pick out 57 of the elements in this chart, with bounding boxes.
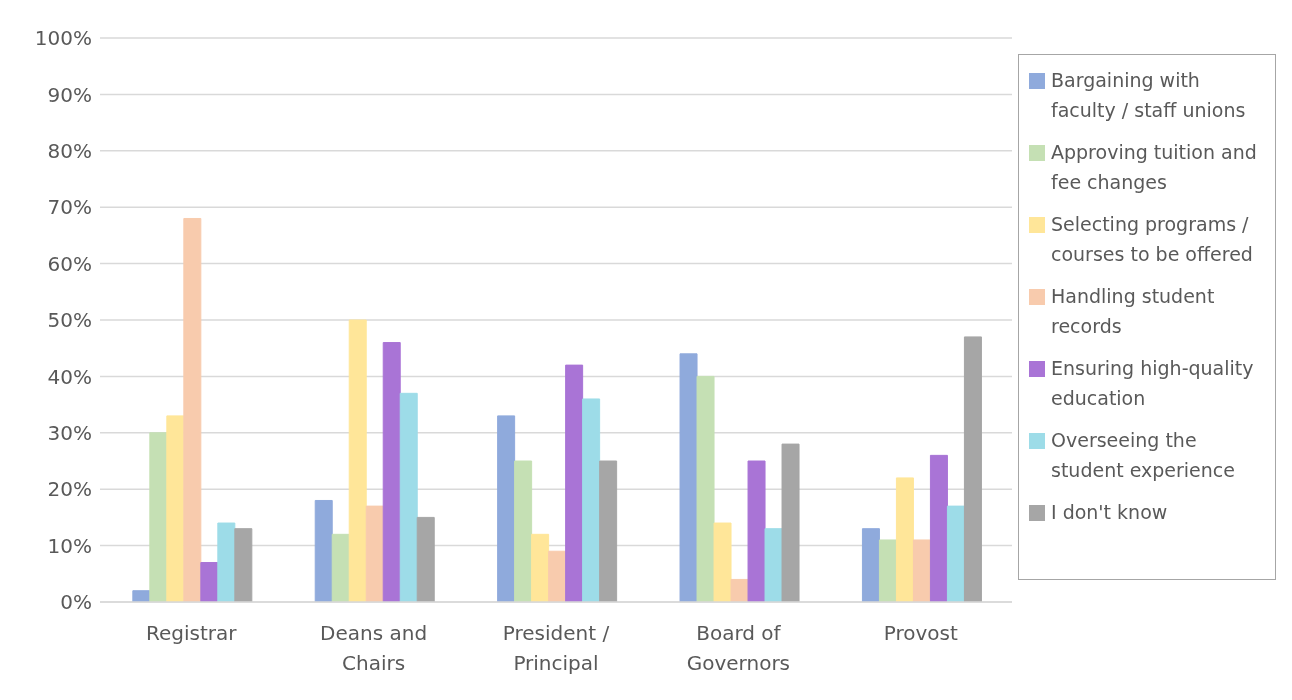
x-tick-label: President / Principal (502, 621, 610, 675)
bar (183, 217, 202, 602)
bar (399, 392, 418, 602)
bar (149, 432, 168, 602)
x-tick-label: Registrar (145, 621, 238, 645)
bar (548, 550, 567, 602)
y-tick-label: 30% (47, 420, 92, 445)
y-tick-label: 40% (47, 364, 92, 389)
bar (382, 342, 401, 602)
bar (895, 477, 914, 602)
legend-label: Ensuring high-quality education (1051, 356, 1255, 411)
bar (713, 522, 732, 602)
bar (348, 319, 367, 602)
x-tick-label: Deans and Chairs (320, 621, 428, 675)
bar (912, 539, 931, 602)
bar (946, 505, 965, 602)
y-tick-label: 100% (34, 26, 92, 51)
bar (514, 460, 533, 602)
bar (878, 539, 897, 602)
bar (497, 415, 516, 602)
legend-label: Overseeing the student experience (1051, 428, 1236, 483)
bar (730, 578, 749, 602)
y-tick-label: 50% (47, 308, 92, 333)
bar (531, 533, 550, 602)
bar (217, 522, 236, 602)
bar (861, 528, 880, 602)
y-tick-label: 90% (47, 82, 92, 107)
legend-label: Approving tuition and fee changes (1051, 140, 1258, 195)
bar (963, 336, 982, 602)
bar (929, 454, 948, 602)
y-tick-label: 80% (47, 138, 92, 163)
bar (764, 528, 783, 602)
bar (365, 505, 384, 602)
bar (582, 398, 601, 602)
legend-label: I don't know (1051, 500, 1168, 525)
y-tick-label: 0% (60, 590, 92, 615)
legend-label: Handling student records (1051, 284, 1216, 339)
bar (747, 460, 766, 602)
y-tick-label: 60% (47, 251, 92, 276)
bar (599, 460, 618, 602)
bar (565, 364, 584, 602)
legend-label: Bargaining with faculty / staff unions (1051, 68, 1247, 123)
bar (679, 353, 698, 602)
bar (696, 375, 715, 602)
bar (234, 528, 253, 602)
x-tick-label: Board of Governors (686, 621, 791, 675)
x-tick-label: Provost (883, 621, 958, 645)
legend-label: Selecting programs / courses to be offered (1051, 212, 1254, 267)
bar (166, 415, 185, 602)
bar (331, 533, 350, 602)
bar (314, 499, 333, 602)
bar (781, 443, 800, 602)
bar (416, 516, 435, 602)
y-tick-label: 70% (47, 195, 92, 220)
y-tick-label: 10% (47, 533, 92, 558)
y-tick-label: 20% (47, 477, 92, 502)
bar (200, 562, 219, 602)
